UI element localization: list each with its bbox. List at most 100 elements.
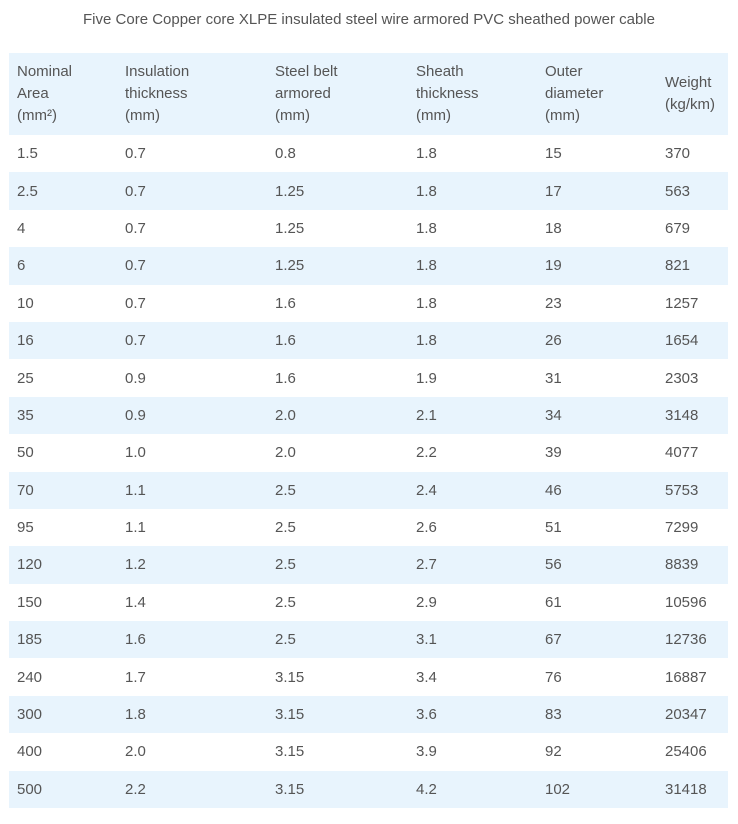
- cell-outer-diameter: 83: [545, 706, 562, 724]
- table-row: 1.5 0.7 0.8 1.8 15 370: [9, 135, 728, 173]
- cell-weight: 5753: [665, 481, 699, 499]
- cell-outer-diameter: 15: [545, 145, 562, 163]
- cell-insulation-thickness: 1.2: [125, 556, 146, 574]
- table-row: 400 2.0 3.15 3.9 92 25406: [9, 733, 728, 771]
- cell-outer-diameter: 23: [545, 294, 562, 312]
- cell-outer-diameter: 92: [545, 743, 562, 761]
- cell-weight: 370: [665, 145, 691, 163]
- cell-insulation-thickness: 0.9: [125, 406, 146, 424]
- cell-outer-diameter: 19: [545, 257, 562, 275]
- cell-insulation-thickness: 2.2: [125, 780, 146, 798]
- cell-steel-belt-armored: 2.5: [275, 631, 296, 649]
- header-line: diameter: [545, 85, 604, 102]
- table-row: 50 1.0 2.0 2.2 39 4077: [9, 434, 728, 472]
- table-row: 500 2.2 3.15 4.2 102 31418: [9, 770, 728, 809]
- cell-weight: 8839: [665, 556, 699, 574]
- cell-steel-belt-armored: 1.6: [275, 294, 296, 312]
- cell-weight: 20347: [665, 706, 707, 724]
- cell-weight: 563: [665, 182, 691, 200]
- cell-nominal-area: 1.5: [17, 145, 38, 163]
- cell-weight: 10596: [665, 593, 707, 611]
- table-row: 6 0.7 1.25 1.8 19 821: [9, 247, 728, 285]
- table-row: 185 1.6 2.5 3.1 67 12736: [9, 621, 728, 659]
- header-line: armored: [275, 85, 331, 102]
- cell-outer-diameter: 17: [545, 182, 562, 200]
- cell-nominal-area: 35: [17, 406, 34, 424]
- cell-outer-diameter: 26: [545, 332, 562, 350]
- cell-steel-belt-armored: 1.6: [275, 332, 296, 350]
- header-line: (mm): [125, 107, 160, 124]
- cell-sheath-thickness: 3.6: [416, 706, 437, 724]
- cell-steel-belt-armored: 3.15: [275, 706, 305, 724]
- cell-nominal-area: 150: [17, 593, 43, 611]
- cell-weight: 16887: [665, 668, 707, 686]
- cell-sheath-thickness: 1.8: [416, 294, 437, 312]
- cell-steel-belt-armored: 1.25: [275, 257, 305, 275]
- cell-sheath-thickness: 1.9: [416, 369, 437, 387]
- cell-weight: 2303: [665, 369, 699, 387]
- header-insulation-thickness: Insulation thickness (mm): [117, 53, 267, 135]
- cell-nominal-area: 25: [17, 369, 34, 387]
- cell-steel-belt-armored: 1.6: [275, 369, 296, 387]
- header-steel-belt-armored: Steel belt armored (mm): [267, 53, 408, 135]
- cell-sheath-thickness: 3.9: [416, 743, 437, 761]
- header-line: thickness: [416, 85, 479, 102]
- header-line: Weight: [665, 74, 712, 91]
- cable-spec-table: Nominal Area (mm²) Insulation thickness …: [9, 53, 728, 809]
- header-line: (kg/km): [665, 96, 715, 113]
- cell-outer-diameter: 76: [545, 668, 562, 686]
- cell-sheath-thickness: 2.9: [416, 593, 437, 611]
- header-line: thickness: [125, 85, 188, 102]
- cell-steel-belt-armored: 1.25: [275, 182, 305, 200]
- cell-outer-diameter: 56: [545, 556, 562, 574]
- cell-nominal-area: 4: [17, 219, 26, 237]
- cell-insulation-thickness: 0.7: [125, 332, 146, 350]
- cell-sheath-thickness: 3.4: [416, 668, 437, 686]
- cell-nominal-area: 400: [17, 743, 43, 761]
- cell-steel-belt-armored: 3.15: [275, 743, 305, 761]
- cell-insulation-thickness: 0.7: [125, 257, 146, 275]
- header-outer-diameter: Outer diameter (mm): [537, 53, 657, 135]
- cell-nominal-area: 50: [17, 444, 34, 462]
- cell-insulation-thickness: 1.1: [125, 481, 146, 499]
- header-line: (mm²): [17, 107, 57, 124]
- header-line: Area: [17, 85, 49, 102]
- cell-insulation-thickness: 0.9: [125, 369, 146, 387]
- cell-sheath-thickness: 1.8: [416, 182, 437, 200]
- table-row: 16 0.7 1.6 1.8 26 1654: [9, 321, 728, 360]
- table-row: 2.5 0.7 1.25 1.8 17 563: [9, 172, 728, 210]
- cell-outer-diameter: 39: [545, 444, 562, 462]
- header-weight: Weight (kg/km): [657, 53, 728, 135]
- cell-sheath-thickness: 4.2: [416, 780, 437, 798]
- cell-insulation-thickness: 0.7: [125, 145, 146, 163]
- cell-outer-diameter: 34: [545, 406, 562, 424]
- cell-steel-belt-armored: 2.5: [275, 556, 296, 574]
- header-line: Nominal: [17, 63, 73, 80]
- cell-nominal-area: 2.5: [17, 182, 38, 200]
- cell-weight: 1257: [665, 294, 699, 312]
- cell-insulation-thickness: 1.0: [125, 444, 146, 462]
- cell-nominal-area: 10: [17, 294, 34, 312]
- cell-weight: 7299: [665, 519, 699, 537]
- cell-sheath-thickness: 2.1: [416, 406, 437, 424]
- cell-sheath-thickness: 1.8: [416, 145, 437, 163]
- cell-weight: 12736: [665, 631, 707, 649]
- cell-weight: 25406: [665, 743, 707, 761]
- cell-insulation-thickness: 1.7: [125, 668, 146, 686]
- table-header: Nominal Area (mm²) Insulation thickness …: [9, 53, 728, 135]
- cell-insulation-thickness: 0.7: [125, 294, 146, 312]
- cell-outer-diameter: 67: [545, 631, 562, 649]
- cell-sheath-thickness: 2.4: [416, 481, 437, 499]
- table-row: 240 1.7 3.15 3.4 76 16887: [9, 658, 728, 696]
- cell-insulation-thickness: 0.7: [125, 182, 146, 200]
- cell-nominal-area: 70: [17, 481, 34, 499]
- header-line: (mm): [275, 107, 310, 124]
- cell-nominal-area: 240: [17, 668, 43, 686]
- cell-weight: 3148: [665, 406, 699, 424]
- table-row: 300 1.8 3.15 3.6 83 20347: [9, 695, 728, 734]
- cell-nominal-area: 500: [17, 780, 43, 798]
- cell-steel-belt-armored: 1.25: [275, 219, 305, 237]
- table-row: 4 0.7 1.25 1.8 18 679: [9, 209, 728, 248]
- header-line: Sheath: [416, 63, 464, 80]
- table-row: 95 1.1 2.5 2.6 51 7299: [9, 508, 728, 547]
